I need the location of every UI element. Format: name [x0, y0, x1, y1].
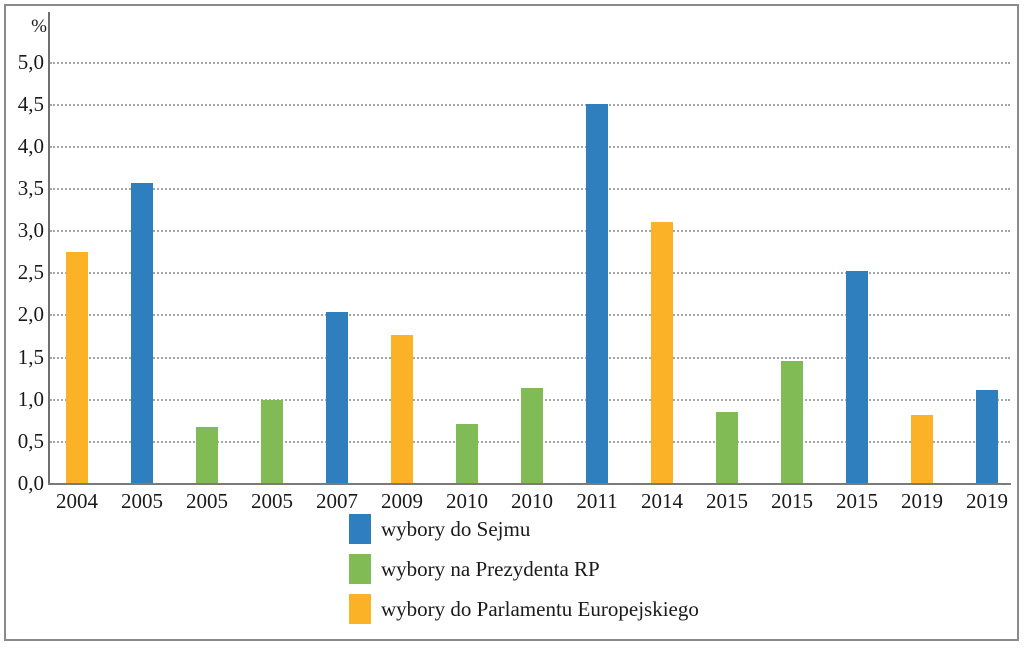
x-tick-label-2015-10: 2015: [706, 489, 748, 513]
x-tick-label-2010-6: 2010: [446, 489, 488, 513]
chart-frame: % 0,0 0,5 1,0 1,5 2,0 2,5 3,0 3,5 4,0 4,5 5,0 2004…: [4, 4, 1019, 641]
gridline-2,0: [50, 314, 1010, 317]
y-tick-label-0,0: 0,0: [17, 471, 44, 495]
bar-2004-0: [66, 252, 88, 483]
x-tick-label-2005-2: 2005: [186, 489, 228, 513]
x-tick-label-2005-1: 2005: [121, 489, 163, 513]
bar-2019-14: [976, 390, 998, 483]
legend-swatch-0: [349, 514, 371, 544]
y-tick-label-5,0: 5,0: [17, 49, 44, 74]
x-tick-label-2019-13: 2019: [901, 489, 943, 513]
x-tick-label-2005-3: 2005: [251, 489, 293, 513]
y-tick-label-0,5: 0,5: [17, 428, 44, 453]
y-tick-label-3,0: 3,0: [17, 218, 44, 243]
bar-2014-9: [651, 222, 673, 483]
x-tick-label-2010-7: 2010: [511, 489, 553, 513]
bar-2005-2: [196, 427, 218, 483]
legend-row-2: wybory do Parlamentu Europejskiego: [349, 594, 699, 624]
legend-swatch-1: [349, 554, 371, 584]
gridline-5,0: [50, 61, 1010, 64]
bar-2015-12: [846, 271, 868, 483]
gridline-2,5: [50, 272, 1010, 275]
y-tick-label-1,5: 1,5: [17, 344, 44, 369]
legend-label-0: wybory do Sejmu: [381, 516, 531, 541]
y-tick-label-2,5: 2,5: [17, 260, 44, 285]
bar-2010-6: [456, 424, 478, 483]
x-tick-label-2015-11: 2015: [771, 489, 813, 513]
legend-label-2: wybory do Parlamentu Europejskiego: [381, 596, 699, 621]
y-axis-unit-label: %: [31, 16, 47, 37]
y-tick-label-4,0: 4,0: [17, 133, 44, 158]
legend-swatch-2: [349, 594, 371, 624]
bar-2010-7: [521, 388, 543, 483]
x-tick-label-2019-14: 2019: [966, 489, 1008, 513]
y-tick-label-1,0: 1,0: [17, 386, 44, 411]
bar-2015-11: [781, 361, 803, 483]
y-axis-line: [48, 12, 50, 484]
bar-2019-13: [911, 415, 933, 483]
gridline-4,5: [50, 103, 1010, 106]
gridline-1,5: [50, 356, 1010, 359]
x-axis-line: [48, 483, 1011, 485]
x-tick-label-2015-12: 2015: [836, 489, 878, 513]
x-tick-label-2011-8: 2011: [576, 489, 618, 513]
x-tick-label-2009-5: 2009: [381, 489, 423, 513]
legend-row-0: wybory do Sejmu: [349, 514, 530, 544]
y-tick-label-2,0: 2,0: [17, 302, 44, 327]
y-tick-label-3,5: 3,5: [17, 175, 44, 200]
gridline-4,0: [50, 145, 1010, 148]
x-tick-label-2007-4: 2007: [316, 489, 358, 513]
legend-label-1: wybory na Prezydenta RP: [381, 556, 600, 581]
legend-row-1: wybory na Prezydenta RP: [349, 554, 600, 584]
bar-2005-3: [261, 400, 283, 483]
gridline-3,0: [50, 230, 1010, 233]
gridline-3,5: [50, 187, 1010, 190]
bar-2011-8: [586, 104, 608, 483]
x-tick-label-2004-0: 2004: [56, 489, 98, 513]
y-tick-label-4,5: 4,5: [17, 91, 44, 116]
bar-2005-1: [131, 183, 153, 483]
x-tick-label-2014-9: 2014: [641, 489, 683, 513]
bar-2007-4: [326, 312, 348, 483]
bar-2009-5: [391, 335, 413, 483]
bar-2015-10: [716, 412, 738, 483]
